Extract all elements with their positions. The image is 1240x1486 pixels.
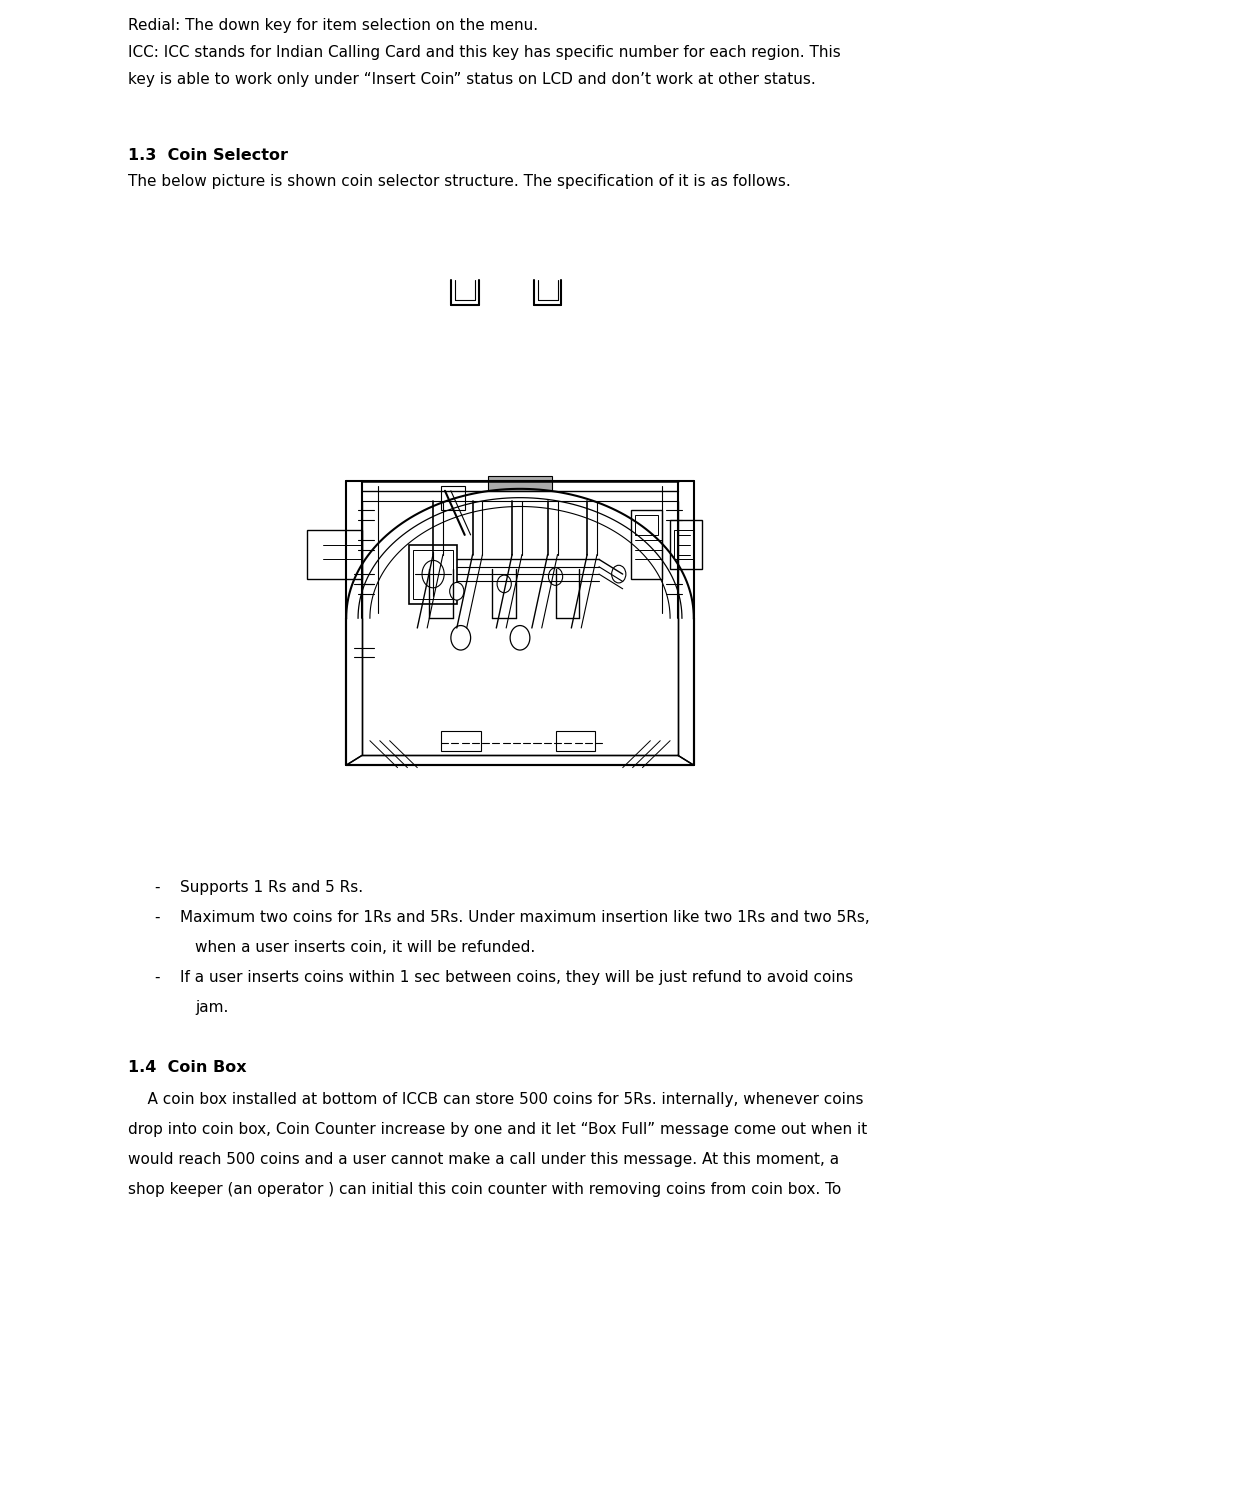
- Ellipse shape: [497, 575, 511, 593]
- Bar: [670, 520, 702, 569]
- Text: shop keeper (an operator ) can initial this coin counter with removing coins fro: shop keeper (an operator ) can initial t…: [128, 1181, 841, 1198]
- Text: ICC: ICC stands for Indian Calling Card and this key has specific number for eac: ICC: ICC stands for Indian Calling Card …: [128, 45, 841, 59]
- Ellipse shape: [510, 626, 529, 649]
- Text: jam.: jam.: [195, 1000, 228, 1015]
- Text: 1.4  Coin Box: 1.4 Coin Box: [128, 1060, 247, 1074]
- Text: key is able to work only under “Insert Coin” status on LCD and don’t work at oth: key is able to work only under “Insert C…: [128, 71, 816, 88]
- Ellipse shape: [451, 626, 471, 649]
- Text: drop into coin box, Coin Counter increase by one and it let “Box Full” message c: drop into coin box, Coin Counter increas…: [128, 1122, 867, 1137]
- Text: when a user inserts coin, it will be refunded.: when a user inserts coin, it will be ref…: [195, 941, 536, 955]
- Text: Redial: The down key for item selection on the menu.: Redial: The down key for item selection …: [128, 18, 538, 33]
- Text: -    Maximum two coins for 1Rs and 5Rs. Under maximum insertion like two 1Rs and: - Maximum two coins for 1Rs and 5Rs. Und…: [155, 909, 869, 924]
- Bar: [631, 510, 662, 580]
- Bar: [556, 731, 595, 750]
- Bar: [441, 486, 465, 510]
- Text: would reach 500 coins and a user cannot make a call under this message. At this : would reach 500 coins and a user cannot …: [128, 1152, 839, 1167]
- Ellipse shape: [422, 560, 444, 588]
- Text: The below picture is shown coin selector structure. The specification of it is a: The below picture is shown coin selector…: [128, 174, 791, 189]
- Bar: [306, 531, 362, 580]
- Bar: [413, 550, 453, 599]
- Ellipse shape: [450, 583, 464, 600]
- Text: -    If a user inserts coins within 1 sec between coins, they will be just refun: - If a user inserts coins within 1 sec b…: [155, 970, 853, 985]
- Text: 1.3  Coin Selector: 1.3 Coin Selector: [128, 149, 288, 163]
- Bar: [489, 476, 552, 490]
- Text: -    Supports 1 Rs and 5 Rs.: - Supports 1 Rs and 5 Rs.: [155, 880, 363, 895]
- Bar: [409, 545, 456, 603]
- Ellipse shape: [611, 565, 626, 583]
- Bar: [675, 531, 694, 559]
- Text: A coin box installed at bottom of ICCB can store 500 coins for 5Rs. internally, : A coin box installed at bottom of ICCB c…: [128, 1092, 863, 1107]
- Bar: [635, 516, 658, 535]
- Bar: [441, 731, 481, 750]
- Ellipse shape: [548, 568, 563, 585]
